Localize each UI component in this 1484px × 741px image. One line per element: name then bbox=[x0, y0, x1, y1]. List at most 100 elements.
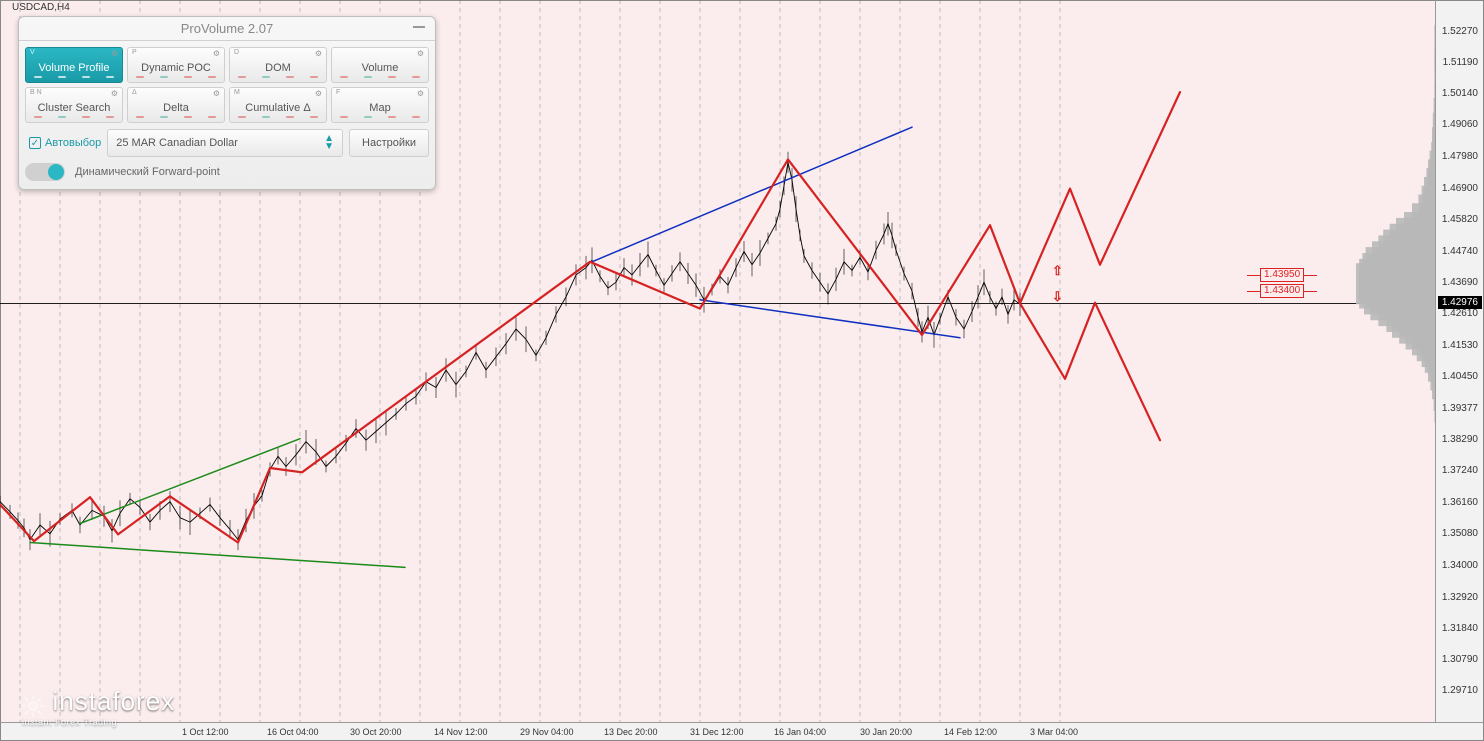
x-tick-label: 1 Oct 12:00 bbox=[182, 727, 229, 737]
tab-indicator-dashes bbox=[332, 74, 428, 80]
y-tick-label: 1.36160 bbox=[1442, 497, 1478, 508]
panel-tab-map[interactable]: F ⚙ Map bbox=[331, 87, 429, 123]
price-marker-2-value: 1.43400 bbox=[1264, 285, 1300, 296]
panel-tab-dynamic-poc[interactable]: P ⚙Dynamic POC bbox=[127, 47, 225, 83]
y-tick-label: 1.39377 bbox=[1442, 403, 1478, 414]
y-tick-label: 1.43690 bbox=[1442, 277, 1478, 288]
y-tick-label: 1.29710 bbox=[1442, 685, 1478, 696]
y-tick-label: 1.42610 bbox=[1442, 308, 1478, 319]
toggle-knob bbox=[48, 164, 64, 180]
forward-point-label: Динамический Forward-point bbox=[75, 166, 220, 178]
x-tick-label: 14 Nov 12:00 bbox=[434, 727, 488, 737]
y-tick-label: 1.40450 bbox=[1442, 371, 1478, 382]
tab-label: Delta bbox=[163, 102, 189, 114]
panel-tab-volume[interactable]: ⚙ Volume bbox=[331, 47, 429, 83]
tab-mini-label: P bbox=[132, 49, 137, 56]
y-tick-label: 1.47980 bbox=[1442, 151, 1478, 162]
panel-tab-volume-profile[interactable]: V ⚙Volume Profile bbox=[25, 47, 123, 83]
y-tick-label: 1.49060 bbox=[1442, 119, 1478, 130]
panel-tab-grid: V⚙Volume ProfileP⚙Dynamic POCD⚙DOM⚙Volum… bbox=[19, 41, 435, 123]
price-marker-2: 1.43400 bbox=[1260, 284, 1304, 298]
y-tick-label: 1.44740 bbox=[1442, 246, 1478, 257]
tab-label: Cluster Search bbox=[38, 102, 111, 114]
y-tick-label: 1.50140 bbox=[1442, 88, 1478, 99]
contract-dropdown-value: 25 MAR Canadian Dollar bbox=[116, 137, 238, 149]
x-tick-label: 3 Mar 04:00 bbox=[1030, 727, 1078, 737]
tab-label: Volume Profile bbox=[39, 62, 110, 74]
y-tick-label: 1.31840 bbox=[1442, 623, 1478, 634]
x-tick-label: 30 Jan 20:00 bbox=[860, 727, 912, 737]
y-tick-label: 1.30790 bbox=[1442, 654, 1478, 665]
gear-icon[interactable]: ⚙ bbox=[111, 49, 118, 58]
check-icon: ✓ bbox=[29, 137, 41, 149]
x-tick-label: 16 Jan 04:00 bbox=[774, 727, 826, 737]
gear-icon[interactable]: ⚙ bbox=[111, 89, 118, 98]
gear-icon[interactable]: ⚙ bbox=[417, 89, 424, 98]
gear-icon[interactable]: ⚙ bbox=[315, 89, 322, 98]
logo-sun-icon bbox=[22, 695, 44, 717]
tab-indicator-dashes bbox=[26, 74, 122, 80]
y-tick-label: 1.38290 bbox=[1442, 434, 1478, 445]
down-arrow-icon: ⇩ bbox=[1052, 289, 1063, 305]
current-price-label: 1.42976 bbox=[1438, 296, 1482, 309]
y-tick-label: 1.52270 bbox=[1442, 26, 1478, 37]
tab-indicator-dashes bbox=[230, 74, 326, 80]
y-tick-label: 1.32920 bbox=[1442, 592, 1478, 603]
provolume-panel[interactable]: ProVolume 2.07 V⚙Volume ProfileP⚙Dynamic… bbox=[18, 16, 436, 190]
x-tick-label: 30 Oct 20:00 bbox=[350, 727, 402, 737]
panel-tab-delta[interactable]: Δ ⚙ Delta bbox=[127, 87, 225, 123]
logo-text-b: forex bbox=[112, 686, 175, 716]
logo-subtitle: instant Forex Trading bbox=[22, 717, 175, 727]
tab-label: Map bbox=[369, 102, 390, 114]
tab-label: Cumulative Δ bbox=[245, 102, 310, 114]
panel-title-text: ProVolume 2.07 bbox=[181, 21, 274, 36]
tab-label: Dynamic POC bbox=[141, 62, 211, 74]
forward-point-toggle[interactable] bbox=[25, 163, 65, 181]
gear-icon[interactable]: ⚙ bbox=[213, 89, 220, 98]
x-axis-border bbox=[0, 722, 1484, 723]
instrument-label: USDCAD,H4 bbox=[12, 2, 70, 13]
tab-indicator-dashes bbox=[128, 74, 224, 80]
x-tick-label: 29 Nov 04:00 bbox=[520, 727, 574, 737]
tab-indicator-dashes bbox=[128, 114, 224, 120]
price-marker-1: 1.43950 bbox=[1260, 268, 1304, 282]
gear-icon[interactable]: ⚙ bbox=[213, 49, 220, 58]
x-tick-label: 31 Dec 12:00 bbox=[690, 727, 744, 737]
y-tick-label: 1.37240 bbox=[1442, 465, 1478, 476]
auto-checkbox[interactable]: ✓ Автовыбор bbox=[29, 137, 101, 149]
price-marker-1-value: 1.43950 bbox=[1264, 269, 1300, 280]
tab-mini-label: B N bbox=[30, 89, 42, 96]
y-tick-label: 1.45820 bbox=[1442, 214, 1478, 225]
stepper-arrows-icon[interactable]: ▲▼ bbox=[324, 135, 334, 151]
gear-icon[interactable]: ⚙ bbox=[315, 49, 322, 58]
tab-label: DOM bbox=[265, 62, 291, 74]
instaforex-logo: instaforex instant Forex Trading bbox=[22, 686, 175, 727]
settings-button-label: Настройки bbox=[362, 137, 416, 149]
tab-label: Volume bbox=[362, 62, 399, 74]
y-tick-label: 1.46900 bbox=[1442, 183, 1478, 194]
y-tick-label: 1.51190 bbox=[1443, 57, 1478, 68]
tab-indicator-dashes bbox=[332, 114, 428, 120]
panel-tab-cumulative-[interactable]: M⚙Cumulative Δ bbox=[229, 87, 327, 123]
tab-mini-label: Δ bbox=[132, 89, 137, 96]
y-tick-label: 1.34000 bbox=[1442, 560, 1478, 571]
tab-indicator-dashes bbox=[26, 114, 122, 120]
minimize-icon[interactable] bbox=[413, 26, 425, 28]
tab-mini-label: D bbox=[234, 49, 239, 56]
logo-text-a: insta bbox=[52, 686, 112, 716]
y-axis-border bbox=[1435, 0, 1436, 723]
panel-tab-cluster-search[interactable]: B N ⚙Cluster Search bbox=[25, 87, 123, 123]
tab-mini-label: F bbox=[336, 89, 340, 96]
tab-mini-label: V bbox=[30, 49, 35, 56]
auto-checkbox-label: Автовыбор bbox=[45, 137, 101, 149]
x-tick-label: 16 Oct 04:00 bbox=[267, 727, 319, 737]
tab-indicator-dashes bbox=[230, 114, 326, 120]
x-tick-label: 14 Feb 12:00 bbox=[944, 727, 997, 737]
panel-tab-dom[interactable]: D ⚙ DOM bbox=[229, 47, 327, 83]
y-tick-label: 1.35080 bbox=[1442, 528, 1478, 539]
panel-title[interactable]: ProVolume 2.07 bbox=[19, 17, 435, 41]
settings-button[interactable]: Настройки bbox=[349, 129, 429, 157]
gear-icon[interactable]: ⚙ bbox=[417, 49, 424, 58]
contract-dropdown[interactable]: 25 MAR Canadian Dollar ▲▼ bbox=[107, 129, 343, 157]
up-arrow-icon: ⇧ bbox=[1052, 263, 1063, 279]
